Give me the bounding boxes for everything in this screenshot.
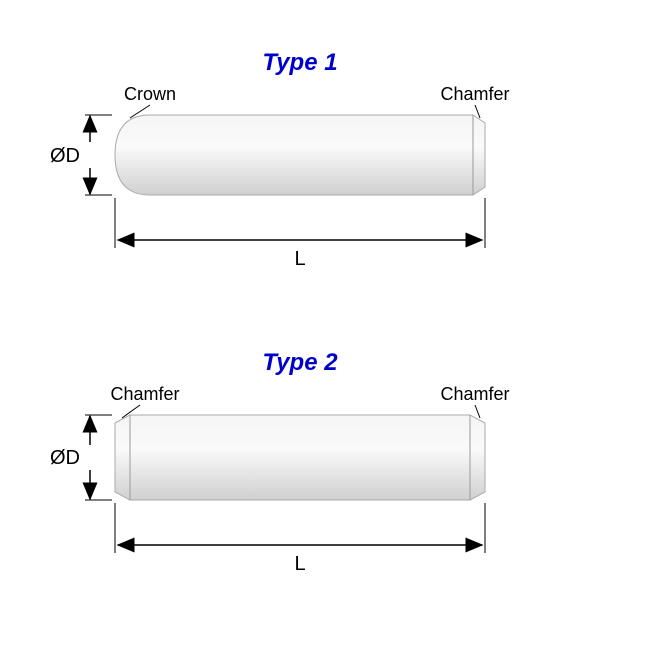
- type1-diameter-label: ØD: [50, 145, 80, 167]
- type2-pin: [115, 415, 485, 500]
- type1-chamfer-leader: [475, 105, 480, 118]
- type1-title: Type 1: [262, 49, 337, 76]
- type1-right-label: Chamfer: [440, 84, 509, 104]
- type2-left-label: Chamfer: [110, 384, 179, 404]
- type1-pin: [115, 115, 485, 195]
- type2-diameter-label: ØD: [50, 447, 80, 469]
- type2-title: Type 2: [262, 349, 338, 376]
- diagram-container: Type 1 Crown Chamfer ØD L Type 2 Chamfer…: [0, 0, 670, 670]
- type1-left-label: Crown: [124, 84, 176, 104]
- type2-right-leader: [475, 405, 480, 418]
- type2-right-label: Chamfer: [440, 384, 509, 404]
- type2-length-label: L: [294, 553, 305, 575]
- diagram-svg: Type 1 Crown Chamfer ØD L Type 2 Chamfer…: [0, 0, 670, 670]
- type1-length-label: L: [294, 248, 305, 270]
